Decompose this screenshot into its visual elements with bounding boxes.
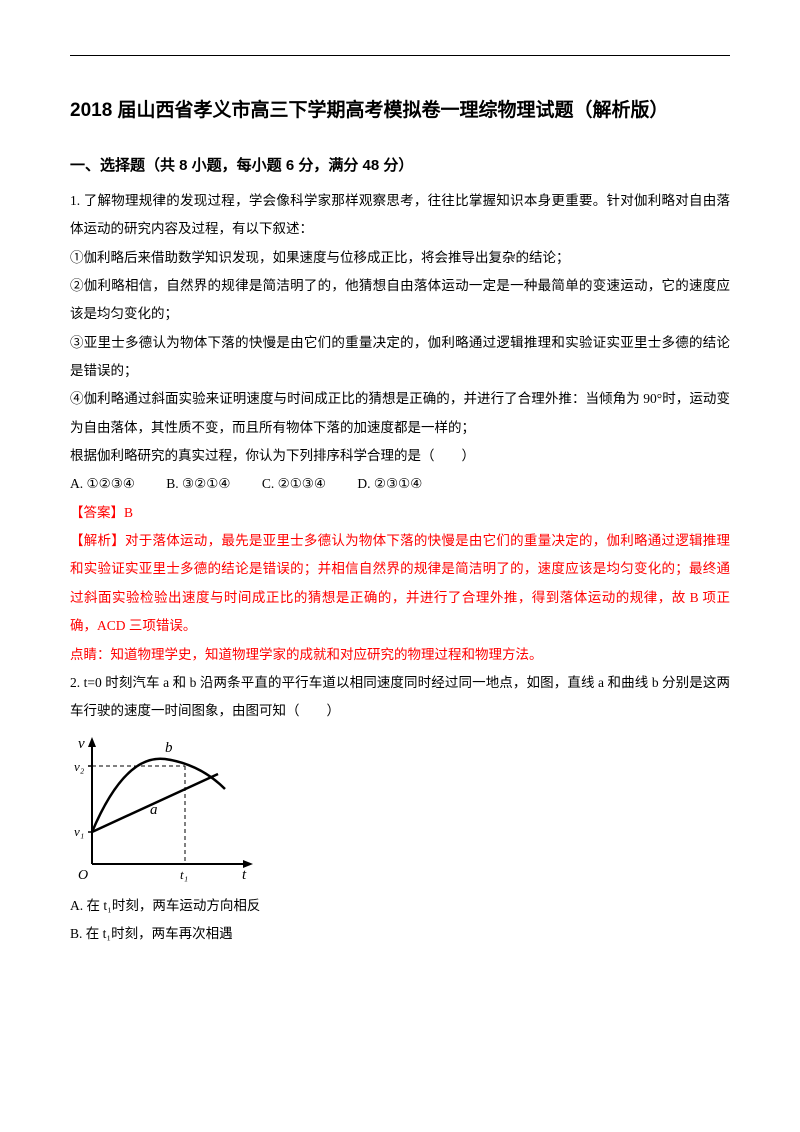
axis-t-label: t (242, 867, 247, 883)
q1-option-d: D. ②③①④ (357, 476, 422, 491)
q1-item2: ②伽利略相信，自然界的规律是简洁明了的，他猜想自由落体运动一定是一种最简单的变速… (70, 272, 730, 329)
q1-item1: ①伽利略后来借助数学知识发现，如果速度与位移成正比，将会推导出复杂的结论； (70, 244, 730, 272)
velocity-time-graph: v v₂ v₁ O t₁ t a b (70, 734, 260, 884)
analysis-text: 对于落体运动，最先是亚里士多德认为物体下落的快慢是由它们的重量决定的，伽利略通过… (70, 533, 730, 633)
curve-b-label: b (165, 740, 173, 756)
q1-item3: ③亚里士多德认为物体下落的快慢是由它们的重量决定的，伽利略通过逻辑推理和实验证实… (70, 329, 730, 386)
q1-tail: 根据伽利略研究的真实过程，你认为下列排序科学合理的是（ ） (70, 442, 730, 470)
q2-stem: 2. t=0 时刻汽车 a 和 b 沿两条平直的平行车道以相同速度同时经过同一地… (70, 669, 730, 726)
q1-item4: ④伽利略通过斜面实验来证明速度与时间成正比的猜想是正确的，并进行了合理外推：当倾… (70, 385, 730, 442)
q1-tip: 点睛：知道物理学史，知道物理学家的成就和对应研究的物理过程和物理方法。 (70, 641, 730, 669)
q2-figure: v v₂ v₁ O t₁ t a b (70, 734, 730, 884)
v2-label: v₂ (74, 759, 85, 774)
q1-option-b: B. ③②①④ (166, 476, 230, 491)
v1-label: v₁ (74, 824, 84, 839)
q1-option-c: C. ②①③④ (262, 476, 326, 491)
origin-label: O (78, 868, 88, 883)
q2-option-b: B. 在 t₁时刻，两车再次相遇 (70, 920, 730, 948)
q1-option-a: A. ①②③④ (70, 476, 135, 491)
answer-label: 【答案】 (70, 505, 124, 520)
answer-value: B (124, 505, 133, 520)
header-rule (70, 55, 730, 56)
section-header: 一、选择题（共 8 小题，每小题 6 分，满分 48 分） (70, 154, 730, 175)
q1-options: A. ①②③④ B. ③②①④ C. ②①③④ D. ②③①④ (70, 470, 730, 498)
analysis-label: 【解析】 (70, 533, 125, 548)
q1-stem: 1. 了解物理规律的发现过程，学会像科学家那样观察思考，往往比掌握知识本身更重要… (70, 187, 730, 244)
document-title: 2018 届山西省孝义市高三下学期高考模拟卷一理综物理试题（解析版） (70, 95, 730, 122)
q1-analysis: 【解析】对于落体运动，最先是亚里士多德认为物体下落的快慢是由它们的重量决定的，伽… (70, 527, 730, 640)
t1-label: t₁ (180, 867, 188, 882)
q2-option-a: A. 在 t₁时刻，两车运动方向相反 (70, 892, 730, 920)
q1-answer: 【答案】B (70, 499, 730, 527)
axis-v-label: v (78, 736, 85, 752)
curve-a-label: a (150, 802, 158, 818)
